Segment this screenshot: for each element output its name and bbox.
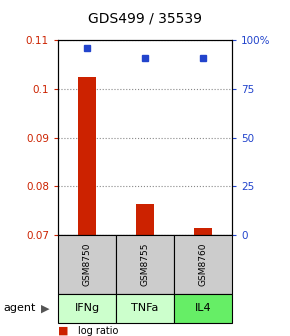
Text: GSM8750: GSM8750 (82, 243, 92, 286)
Text: log ratio: log ratio (78, 326, 119, 336)
Text: IFNg: IFNg (75, 303, 99, 313)
Bar (136, 204, 154, 235)
Bar (194, 228, 212, 235)
Text: agent: agent (3, 303, 35, 313)
Text: GDS499 / 35539: GDS499 / 35539 (88, 12, 202, 26)
Text: IL4: IL4 (195, 303, 211, 313)
Text: GSM8755: GSM8755 (140, 243, 150, 286)
Text: ■: ■ (58, 326, 68, 336)
Bar (78, 77, 96, 235)
Text: TNFa: TNFa (131, 303, 159, 313)
Text: ▶: ▶ (41, 303, 49, 313)
Text: GSM8760: GSM8760 (198, 243, 208, 286)
